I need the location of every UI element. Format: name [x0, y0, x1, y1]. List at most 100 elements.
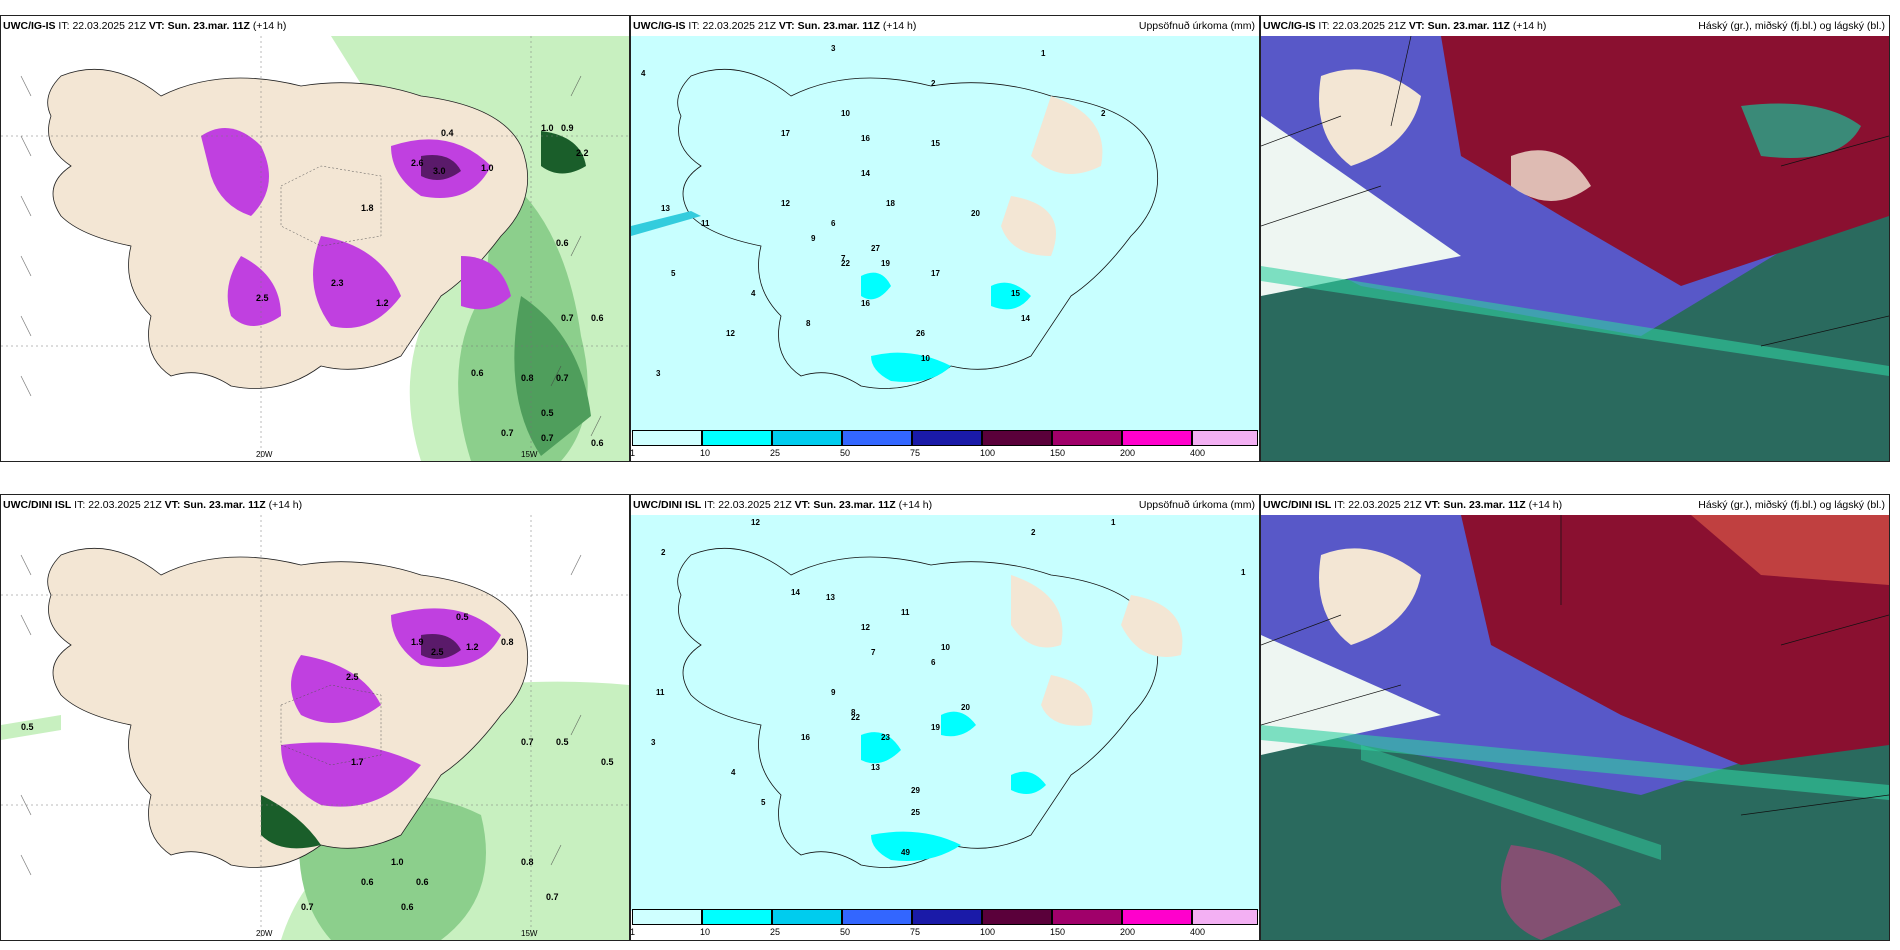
svg-text:7: 7 [871, 648, 876, 657]
svg-text:19: 19 [881, 259, 890, 268]
precip-legend-title: Uppsöfnuð úrkoma (mm) [1138, 20, 1255, 32]
colorbar-cell [702, 430, 772, 446]
colorbar-cell [632, 909, 702, 925]
colorbar-tick: 400 [1190, 448, 1206, 458]
svg-text:3: 3 [656, 369, 661, 378]
svg-text:18: 18 [886, 199, 895, 208]
svg-text:3: 3 [651, 738, 656, 747]
colorbar-tick: 100 [980, 448, 996, 458]
svg-text:0.6: 0.6 [591, 438, 604, 448]
colorbar-cell [1122, 430, 1192, 446]
svg-text:49: 49 [901, 848, 910, 857]
svg-text:19: 19 [931, 723, 940, 732]
svg-text:16: 16 [801, 733, 810, 742]
svg-text:23: 23 [881, 733, 890, 742]
svg-text:12: 12 [751, 518, 760, 527]
svg-text:10: 10 [921, 354, 930, 363]
precip-map[interactable]: 4 3 1 2 10 17 16 15 14 13 12 11 9 7 5 4 3 2 6 20 22 19… [631, 36, 1259, 432]
svg-text:1: 1 [1041, 49, 1046, 58]
svg-text:2.2: 2.2 [576, 148, 589, 158]
svg-text:0.7: 0.7 [501, 428, 514, 438]
svg-text:2: 2 [1101, 109, 1106, 118]
svg-text:25: 25 [911, 808, 920, 817]
svg-text:17: 17 [781, 129, 790, 138]
svg-text:2: 2 [661, 548, 666, 557]
svg-text:0.9: 0.9 [561, 123, 574, 133]
svg-text:0.8: 0.8 [501, 637, 514, 647]
svg-text:1.8: 1.8 [361, 203, 374, 213]
colorbar-cell [842, 430, 912, 446]
svg-text:8: 8 [851, 708, 856, 717]
colorbar-tick: 1 [630, 927, 636, 937]
svg-text:2.5: 2.5 [346, 672, 359, 682]
svg-text:1.0: 1.0 [481, 163, 494, 173]
svg-text:4: 4 [641, 69, 646, 78]
svg-text:1: 1 [1111, 518, 1116, 527]
wind-precip-map[interactable]: 1.0 0.92.2 0.42.63.0 1.01.82.3 2.5 1.20.6 … [1, 36, 629, 461]
svg-text:6: 6 [831, 219, 836, 228]
svg-text:14: 14 [1021, 314, 1030, 323]
colorbar-cell [1122, 909, 1192, 925]
svg-text:0.5: 0.5 [21, 722, 34, 732]
lon-label: 15W [521, 450, 538, 459]
svg-text:26: 26 [916, 329, 925, 338]
panel-cloud-dini: UWC/DINI ISL IT: 22.03.2025 21Z VT: Sun.… [1260, 494, 1890, 941]
colorbar-cell [632, 430, 702, 446]
colorbar-tick: 50 [840, 448, 851, 458]
colorbar-tick: 200 [1120, 448, 1136, 458]
panel-title: UWC/DINI ISL IT: 22.03.2025 21Z VT: Sun.… [1263, 499, 1563, 511]
svg-text:1.0: 1.0 [391, 857, 404, 867]
lon-label: 20W [256, 929, 273, 938]
colorbar-tick: 25 [770, 927, 781, 937]
svg-text:4: 4 [751, 289, 756, 298]
colorbar-cell [982, 430, 1052, 446]
svg-text:6: 6 [931, 658, 936, 667]
cloud-map[interactable] [1261, 515, 1889, 940]
lon-label: 20W [256, 450, 273, 459]
colorbar-cell [1192, 430, 1258, 446]
cloud-legend-title: Háský (gr.), miðský (fj.bl.) og lágský (… [1698, 499, 1885, 511]
svg-text:0.7: 0.7 [546, 892, 559, 902]
cloud-legend-title: Háský (gr.), miðský (fj.bl.) og lágský (… [1698, 20, 1885, 32]
svg-text:1.2: 1.2 [376, 298, 389, 308]
svg-text:0.5: 0.5 [456, 612, 469, 622]
svg-text:0.7: 0.7 [556, 373, 569, 383]
colorbar-cell [912, 430, 982, 446]
colorbar-tick: 400 [1190, 927, 1206, 937]
svg-text:0.5: 0.5 [601, 757, 614, 767]
colorbar-tick: 150 [1050, 927, 1066, 937]
svg-text:16: 16 [861, 299, 870, 308]
svg-text:9: 9 [811, 234, 816, 243]
svg-text:0.6: 0.6 [591, 313, 604, 323]
svg-text:2.5: 2.5 [431, 647, 444, 657]
svg-text:0.8: 0.8 [521, 857, 534, 867]
colorbar-tick: 25 [770, 448, 781, 458]
svg-text:7: 7 [841, 254, 846, 263]
panel-title: UWC/DINI ISL IT: 22.03.2025 21Z VT: Sun.… [3, 499, 303, 511]
panel-title: UWC/IG-IS IT: 22.03.2025 21Z VT: Sun. 23… [3, 20, 287, 32]
panel-precip-igis: UWC/IG-IS IT: 22.03.2025 21Z VT: Sun. 23… [630, 15, 1260, 462]
colorbar-tick: 200 [1120, 927, 1136, 937]
svg-text:11: 11 [656, 688, 665, 697]
wind-precip-map[interactable]: 0.50.51.9 2.5 1.2 0.8 2.51.70.7 0.50.51.0 … [1, 515, 629, 940]
svg-text:3.0: 3.0 [433, 166, 446, 176]
svg-text:3: 3 [831, 44, 836, 53]
svg-text:14: 14 [861, 169, 870, 178]
colorbar-tick: 75 [910, 448, 921, 458]
svg-text:0.8: 0.8 [521, 373, 534, 383]
svg-text:1.2: 1.2 [466, 642, 479, 652]
colorbar-cell [982, 909, 1052, 925]
svg-text:22: 22 [851, 713, 860, 722]
svg-text:13: 13 [871, 763, 880, 772]
colorbar-cell [1192, 909, 1258, 925]
cloud-map[interactable] [1261, 36, 1889, 461]
colorbar-cell [772, 430, 842, 446]
svg-text:10: 10 [841, 109, 850, 118]
colorbar-cell [772, 909, 842, 925]
svg-text:15: 15 [1011, 289, 1020, 298]
panel-wind-igis: UWC/IG-IS IT: 22.03.2025 21Z VT: Sun. 23… [0, 15, 630, 462]
svg-text:10: 10 [941, 643, 950, 652]
svg-text:0.7: 0.7 [301, 902, 314, 912]
panel-title: UWC/DINI ISL IT: 22.03.2025 21Z VT: Sun.… [633, 499, 933, 511]
